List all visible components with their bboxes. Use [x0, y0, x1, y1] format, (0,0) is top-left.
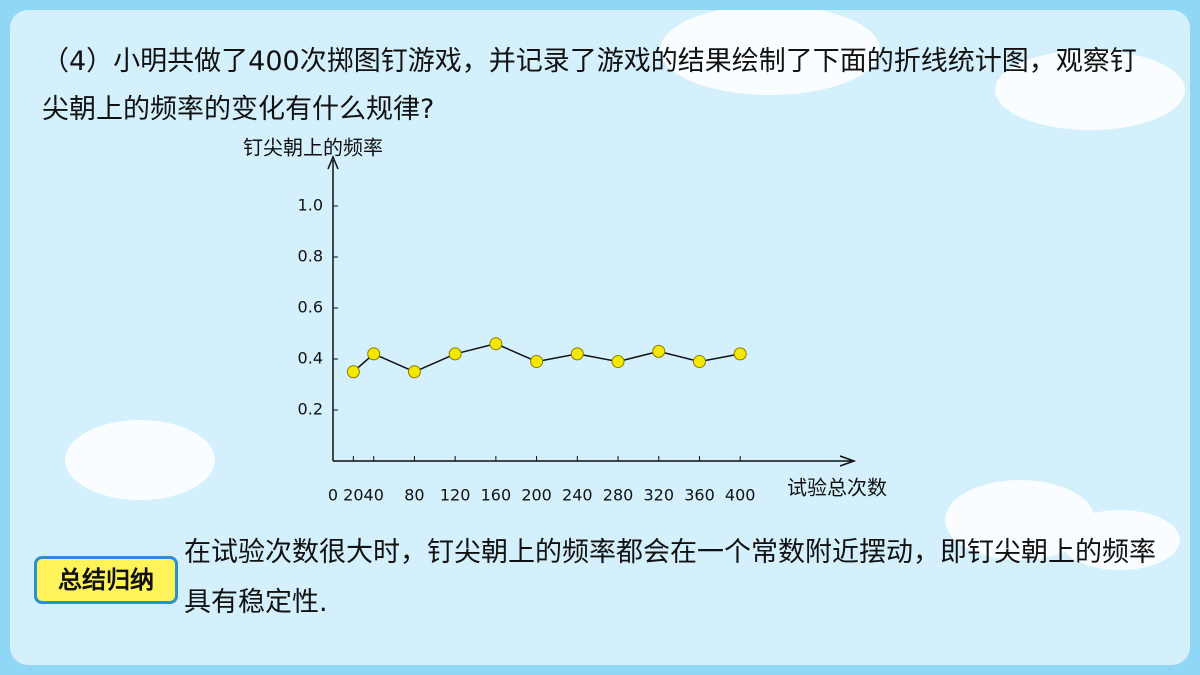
y-tick-label: 0.8 [298, 247, 323, 266]
x-tick-label: 320 [643, 486, 674, 505]
point [530, 355, 544, 369]
point [733, 347, 747, 361]
y-tick-label: 1.0 [298, 196, 323, 215]
x-tick-label: 0 [328, 486, 338, 505]
point [367, 347, 381, 361]
decor [65, 10, 1185, 570]
point [611, 355, 625, 369]
x-tick-label: 80 [404, 486, 424, 505]
y-tick-label: 0.2 [298, 400, 323, 419]
x-tick-label: 200 [521, 486, 552, 505]
x-tick-label: 400 [725, 486, 756, 505]
question: （4）小明共做了400次掷图钉游戏，并记录了游戏的结果绘制了下面的折线统计图，观… [42, 46, 1137, 125]
y-tick-label: 0.6 [298, 298, 323, 317]
y-tick-label: 0.4 [298, 349, 323, 368]
point [652, 344, 666, 358]
x-tick-label: 160 [481, 486, 512, 505]
x-tick-label: 240 [562, 486, 593, 505]
point [570, 347, 584, 361]
point [346, 365, 360, 379]
y-arrow [327, 155, 339, 170]
x-tick-label: 360 [684, 486, 715, 505]
point [692, 355, 706, 369]
summary-text: 在试验次数很大时，钉尖朝上的频率都会在一个常数附近摆动，即钉尖朝上的频率具有稳定… [184, 537, 1156, 618]
x-tick-label: 20 [343, 486, 363, 505]
summary-badge: 总结归纳 [34, 556, 178, 604]
point [448, 347, 462, 361]
slide: 钉尖朝上的频率试验总次数 0.2 0.4 0.6 0.8 1.0 0 20 40 80 120 160… [10, 10, 1190, 665]
x-arrow [839, 455, 857, 467]
x-tick-label: 40 [364, 486, 384, 505]
x-axis-label: 试验总次数 [787, 476, 887, 500]
x-tick-label: 280 [603, 486, 634, 505]
point [407, 365, 421, 379]
x-tick-label: 120 [440, 486, 471, 505]
y-axis-label: 钉尖朝上的频率 [243, 136, 383, 160]
point [489, 337, 503, 351]
